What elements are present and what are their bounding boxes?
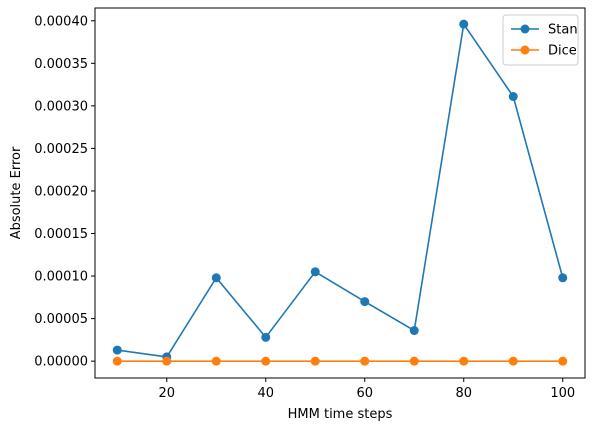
data-point-stan [112,345,122,355]
x-tick-label: 60 [356,386,373,401]
data-point-stan [409,326,419,336]
legend-marker-swatch [520,24,530,34]
y-axis-label: Absolute Error [9,146,24,239]
data-point-stan [211,273,221,283]
y-tick-label: 0.00025 [34,142,88,157]
legend-label: Dice [548,44,577,59]
x-tick-label: 100 [550,386,575,401]
data-point-dice [310,356,320,366]
x-tick-label: 80 [455,386,472,401]
x-tick-label: 40 [257,386,274,401]
data-point-dice [112,356,122,366]
data-point-dice [409,356,419,366]
data-point-dice [459,356,469,366]
data-point-stan [261,332,271,342]
legend-marker-swatch [520,45,530,55]
data-point-stan [459,19,469,29]
legend-item-dice: Dice [511,44,577,59]
y-tick-label: 0.00035 [34,57,88,72]
legend-label: Stan [548,23,578,38]
series-layer [112,19,568,366]
y-tick-label: 0.00020 [34,184,88,199]
legend: Stan Dice [502,14,579,66]
data-point-dice [508,356,518,366]
plot-area-frame [94,7,586,379]
x-axis-label: HMM time steps [288,407,393,422]
data-point-dice [360,356,370,366]
series-dice [112,356,568,366]
data-point-dice [211,356,221,366]
data-point-stan [558,273,568,283]
y-tick-label: 0.00010 [34,270,88,285]
data-point-dice [261,356,271,366]
data-point-stan [360,297,370,307]
series-stan [112,19,568,362]
series-line-stan [117,23,564,358]
y-tick-label: 0.00040 [34,14,88,29]
data-point-dice [162,356,172,366]
data-point-stan [508,92,518,102]
legend-item-stan: Stan [511,23,578,38]
y-tick-label: 0.00005 [34,312,88,327]
data-point-stan [310,267,320,277]
x-axis-ticks: 20 40 60 80 100 [158,378,575,401]
y-tick-label: 0.00030 [34,99,88,114]
data-point-dice [558,356,568,366]
y-axis-ticks: 0.00000 0.00005 0.00010 0.00015 0.00020 0.000… [34,14,95,370]
y-tick-label: 0.00015 [34,227,88,242]
x-tick-label: 20 [158,386,175,401]
y-tick-label: 0.00000 [34,355,88,370]
